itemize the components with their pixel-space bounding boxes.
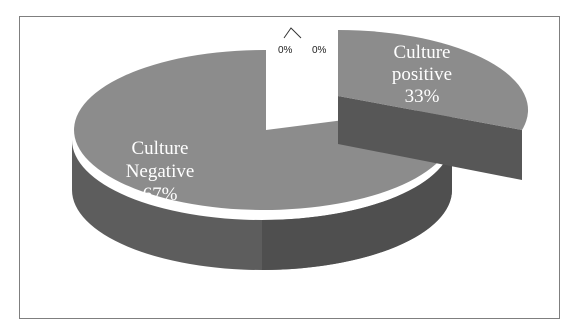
label-zero-1: 0% — [278, 45, 293, 56]
slice-negative-top — [74, 49, 455, 210]
label-positive-percent: 33% — [405, 86, 440, 107]
chart-frame: 0% 0% Culture positive 33% Culture Negat… — [19, 16, 560, 319]
slice-positive-top — [338, 29, 529, 130]
zero-leader-line — [283, 27, 302, 39]
label-negative-percent: 67% — [143, 184, 178, 205]
slice-positive-side — [338, 96, 522, 180]
label-negative-line2: Negative — [126, 161, 195, 182]
label-zero-2: 0% — [312, 45, 327, 56]
pie-chart: 0% 0% Culture positive 33% Culture Negat… — [72, 27, 529, 270]
slice-negative-side-shade — [262, 140, 452, 270]
label-positive-line1: Culture — [394, 42, 451, 63]
label-negative-line1: Culture — [132, 138, 189, 159]
label-positive-line2: positive — [392, 64, 452, 85]
